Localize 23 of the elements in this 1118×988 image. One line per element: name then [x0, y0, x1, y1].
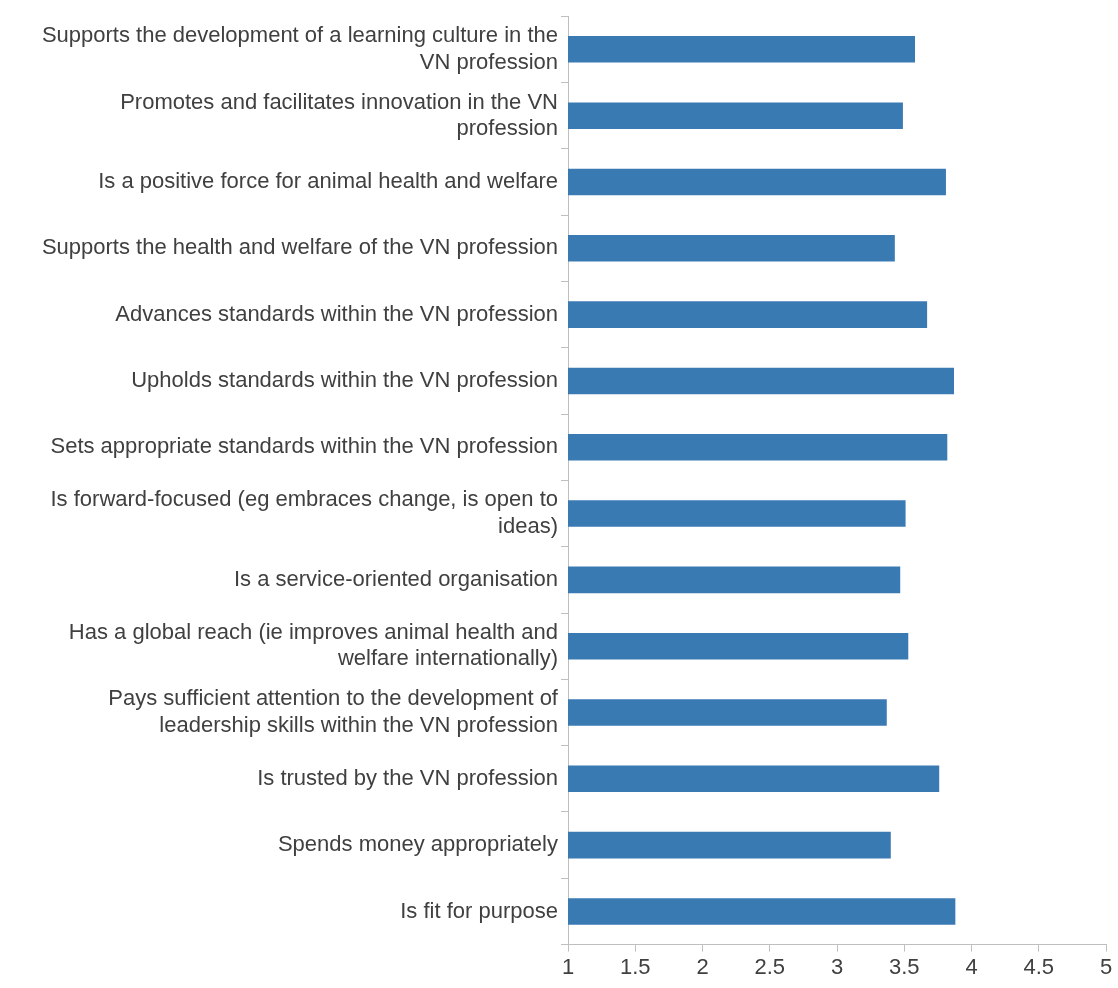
x-tick-label: 3: [830, 953, 844, 979]
y-tick-label: Promotes and facilitates innovation in the VN profession: [120, 88, 558, 140]
x-tick-label: 1: [561, 953, 575, 979]
y-tick-label: Supports the development of a learning culture in the VN profession: [41, 22, 558, 74]
y-tick-label: Has a global reach (ie improves animal health and welfare internationally): [68, 619, 558, 671]
y-tick-label: Pays sufficient attention to the development of leadership skills within the VN profession: [108, 685, 559, 737]
x-tick-label: 4: [965, 953, 978, 979]
y-tick-label: Advances standards within the VN profession: [115, 300, 558, 326]
x-tick-label: 5: [1099, 953, 1113, 979]
y-tick-label: Is a service-oriented organisation: [233, 565, 558, 591]
y-tick-label: Is trusted by the VN profession: [257, 764, 558, 790]
y-tick-label: Sets appropriate standards within the VN profession: [50, 433, 558, 459]
y-tick-label: Is forward-focused (eg embraces change, is open to ideas): [50, 486, 558, 538]
y-tick-label: Upholds standards within the VN profession: [131, 366, 558, 392]
x-tick-label: 2: [696, 953, 709, 979]
y-tick-label: Is fit for purpose: [400, 897, 558, 923]
x-tick-label: 3.5: [888, 953, 920, 979]
x-tick-label: 1.5: [619, 953, 651, 979]
y-tick-label: Spends money appropriately: [277, 831, 558, 857]
x-tick-label: 2.5: [754, 953, 786, 979]
y-tick-label: Is a positive force for animal health and welfare: [98, 168, 558, 194]
y-tick-label: Supports the health and welfare of the VN profession: [41, 234, 558, 260]
x-tick-label: 4.5: [1023, 953, 1055, 979]
